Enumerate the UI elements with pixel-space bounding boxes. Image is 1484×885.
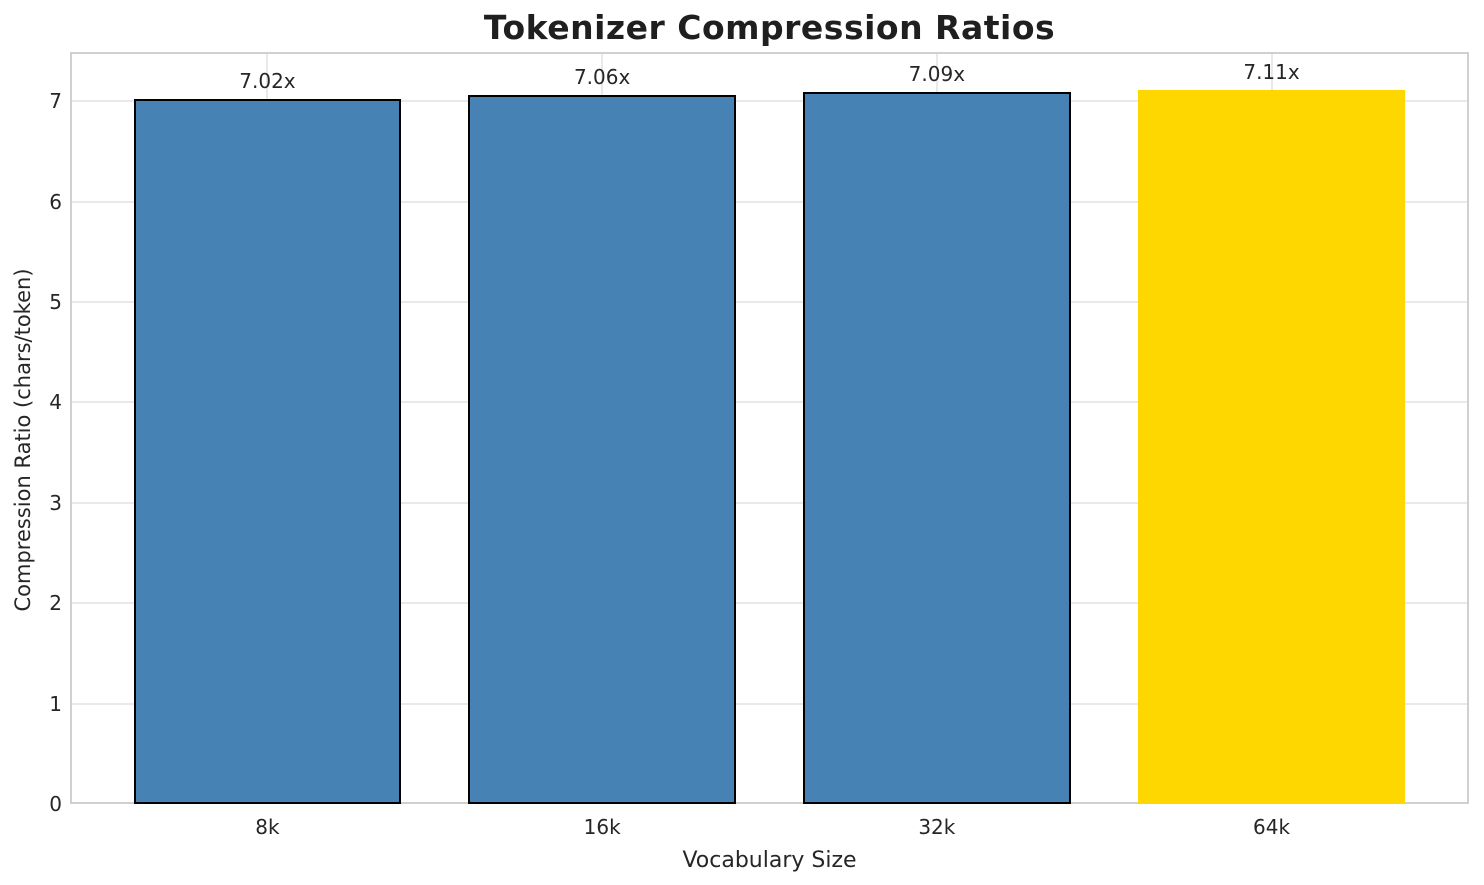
y-tick-label-3: 3 — [49, 490, 62, 515]
x-axis-label: Vocabulary Size — [682, 848, 857, 873]
bar-value-label-64k: 7.11x — [1243, 60, 1300, 85]
y-tick-label-0: 0 — [49, 792, 62, 816]
y-tick-label-2: 2 — [49, 591, 62, 616]
x-tick-label-16k: 16k — [583, 815, 621, 839]
y-gridline-4 — [70, 401, 1469, 404]
y-axis-label: Compression Ratio (chars/token) — [11, 268, 35, 612]
y-gridline-2 — [70, 602, 1469, 605]
y-tick-label-1: 1 — [49, 691, 62, 716]
y-tick-label-7: 7 — [49, 89, 62, 114]
y-gridline-7 — [70, 100, 1469, 103]
axes-spines — [70, 52, 1469, 804]
bar-value-label-32k: 7.09x — [908, 62, 966, 87]
bar-64k — [1137, 90, 1406, 804]
chart-title: Tokenizer Compression Ratios — [483, 8, 1056, 47]
x-tick-label-64k: 64k — [1253, 815, 1291, 839]
y-gridline-6 — [70, 200, 1469, 203]
y-tick-label-5: 5 — [49, 289, 62, 314]
bar-value-label-16k: 7.06x — [573, 65, 631, 90]
plot-area: 7.02x 7.06x 7.09x 7.11x — [70, 52, 1469, 804]
bar-8k — [133, 99, 402, 804]
y-tick-label-4: 4 — [49, 390, 62, 415]
y-gridline-1 — [70, 702, 1469, 705]
bar-32k — [802, 92, 1071, 804]
y-gridline-5 — [70, 300, 1469, 303]
y-gridline-3 — [70, 501, 1469, 504]
bar-value-label-8k: 7.02x — [239, 69, 296, 94]
x-tick-label-8k: 8k — [255, 815, 280, 839]
bar-16k — [468, 95, 737, 804]
x-tick-label-32k: 32k — [918, 815, 956, 839]
y-tick-label-6: 6 — [49, 189, 62, 214]
